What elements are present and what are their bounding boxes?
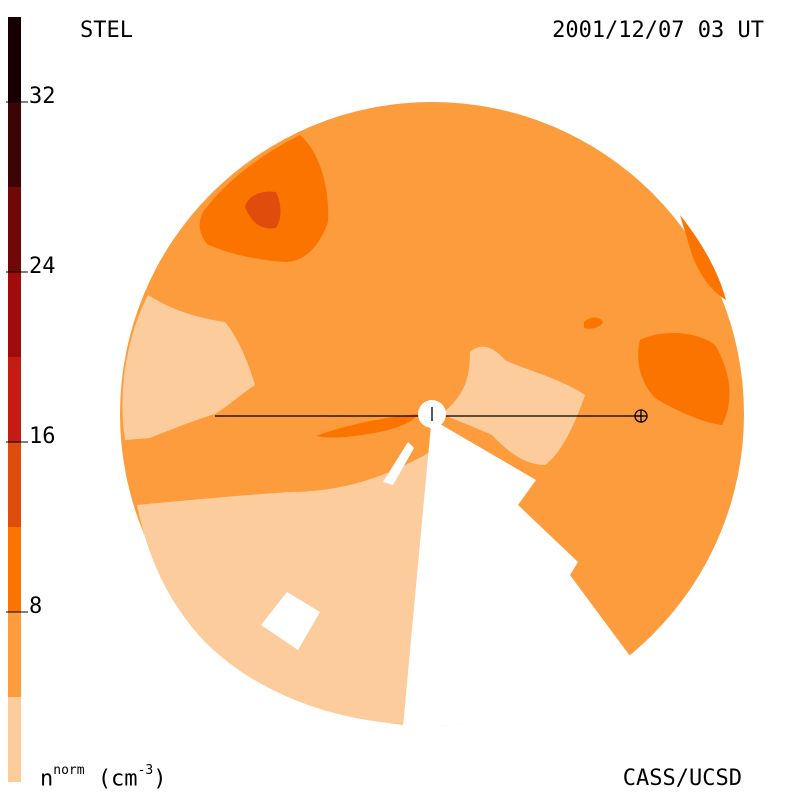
no-data-gap-1 <box>383 442 414 485</box>
central-low-density-region <box>442 346 585 465</box>
colorbar-label: nnorm (cm-3) <box>40 764 167 791</box>
small-enhancement <box>584 317 603 329</box>
left-low-density-lobe <box>122 295 255 440</box>
colorbar-level-5 <box>8 357 21 442</box>
no-data-gap-2 <box>261 592 320 650</box>
colorbar-label-unit-exponent: -3 <box>137 762 154 778</box>
upper-left-peak <box>245 191 281 229</box>
colorbar-tick-label: 24 <box>29 254 56 279</box>
colorbar-tick-label: 32 <box>29 84 56 109</box>
lower-left-low-density-region <box>137 452 430 724</box>
colorbar-level-9 <box>8 17 21 102</box>
colorbar-label-superscript: norm <box>53 762 85 778</box>
right-enhancement <box>638 333 730 425</box>
observatory-label: STEL <box>80 18 133 43</box>
colorbar-ticks: 8 16 24 32 <box>6 84 56 619</box>
right-limb-enhancement <box>680 215 726 300</box>
colorbar-tick-label: 8 <box>29 594 42 619</box>
colorbar-level-4 <box>8 442 21 527</box>
colorbar-level-8 <box>8 102 21 187</box>
density-map <box>120 102 744 726</box>
earth-icon <box>634 409 648 423</box>
colorbar-level-1 <box>8 697 21 782</box>
colorbar-label-symbol: n <box>40 766 54 791</box>
colorbar-level-3 <box>8 527 21 612</box>
colorbar-level-6 <box>8 272 21 357</box>
colorbar-label-close: ) <box>153 766 167 791</box>
colorbar-tick-label: 16 <box>29 424 56 449</box>
colorbar <box>8 17 21 782</box>
no-data-wedge <box>403 414 630 726</box>
sun-adjacent-streak <box>316 414 418 438</box>
colorbar-level-7 <box>8 187 21 272</box>
timestamp-label: 2001/12/07 03 UT <box>552 18 764 43</box>
colorbar-level-2 <box>8 612 21 697</box>
credit-label: CASS/UCSD <box>622 766 742 791</box>
colorbar-label-unit: (cm <box>97 766 138 791</box>
